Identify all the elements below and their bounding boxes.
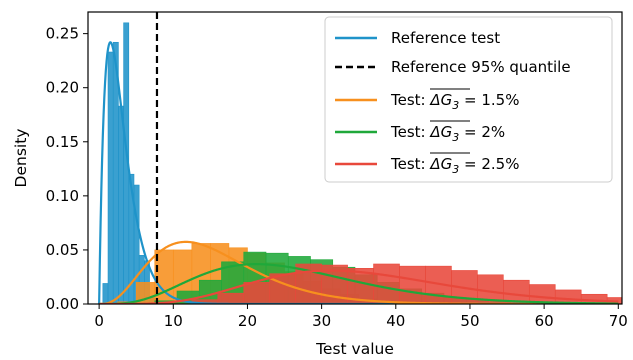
y-axis-ticks: 0.00 0.05 0.10 0.15 0.20 0.25 <box>46 25 88 313</box>
x-tick-label: 60 <box>535 312 554 330</box>
x-tick-label: 20 <box>238 312 257 330</box>
histogram-bar <box>107 51 114 304</box>
y-tick-label: 0.20 <box>46 79 79 97</box>
x-tick-label: 70 <box>609 312 628 330</box>
histogram-bar <box>243 282 271 304</box>
x-tick-label: 40 <box>386 312 405 330</box>
y-axis-label: Density <box>12 129 30 188</box>
legend: Reference test Reference 95% quantile Test… <box>324 16 613 183</box>
x-tick-label: 10 <box>164 312 183 330</box>
x-tick-label: 30 <box>312 312 331 330</box>
density-curve <box>99 263 619 304</box>
x-tick-label: 50 <box>460 312 479 330</box>
legend-label: Test: ΔG3 = 1.5% <box>390 91 519 112</box>
histogram-bar <box>217 292 245 304</box>
y-tick-label: 0.25 <box>46 25 79 43</box>
y-tick-label: 0.05 <box>46 241 79 259</box>
x-axis-ticks: 0 10 20 30 40 50 60 70 <box>94 304 628 330</box>
x-axis-label: Test value <box>315 340 394 358</box>
legend-label: Reference test <box>391 29 500 47</box>
histogram-bar <box>373 263 400 304</box>
legend-label: Test: ΔG3 = 2% <box>390 123 505 144</box>
y-tick-label: 0.00 <box>46 295 79 313</box>
legend-label: Reference 95% quantile <box>391 58 571 76</box>
legend-label: Test: ΔG3 = 2.5% <box>390 155 519 176</box>
y-tick-label: 0.15 <box>46 133 79 151</box>
density-curve <box>98 40 619 304</box>
histogram-bar <box>399 265 426 304</box>
density-curve <box>99 269 619 304</box>
plot-frame <box>87 11 623 305</box>
legend-frame <box>324 16 613 183</box>
histogram-bar <box>118 105 124 304</box>
histogram-bar <box>102 283 109 304</box>
x-tick-label: 0 <box>94 312 104 330</box>
y-tick-label: 0.10 <box>46 187 79 205</box>
histogram-bars <box>102 22 622 304</box>
